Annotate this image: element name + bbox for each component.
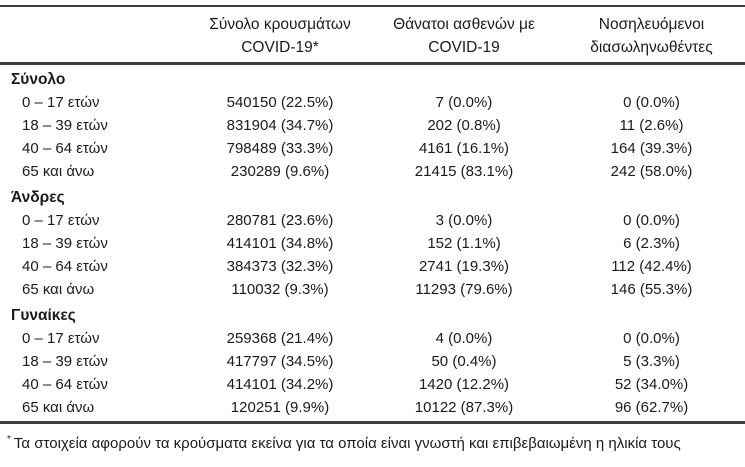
footnote-text: Τα στοιχεία αφορούν τα κρούσματα εκείνα … <box>13 435 681 452</box>
intubated-value: 96 (62.7%) <box>614 399 689 416</box>
table-row: 18 – 39 ετών 414101 (34.8%) 152 (1.1%) 6… <box>0 232 745 255</box>
group-header-women: Γυναίκες <box>0 301 745 327</box>
cases-value: 798489 (33.3%) <box>226 140 334 157</box>
table-row: 40 – 64 ετών 414101 (34.2%) 1420 (12.2%)… <box>0 373 745 396</box>
deaths-value: 21415 (83.1%) <box>414 163 514 180</box>
cases-value: 831904 (34.7%) <box>226 117 334 134</box>
table-row: 65 και άνω 120251 (9.9%) 10122 (87.3%) 9… <box>0 396 745 419</box>
column-header-line: Νοσηλευόμενοι <box>598 16 705 33</box>
cases-value: 417797 (34.5%) <box>226 353 334 370</box>
cases-value: 414101 (34.8%) <box>226 235 334 252</box>
table-header-row: Σύνολο κρουσμάτων COVID-19* Θάνατοι ασθε… <box>0 7 745 62</box>
top-rule <box>0 5 745 7</box>
age-label: 0 – 17 ετών <box>22 94 100 111</box>
intubated-value: 112 (42.4%) <box>611 258 692 275</box>
deaths-value: 152 (1.1%) <box>427 235 501 252</box>
intubated-value: 242 (58.0%) <box>610 163 693 180</box>
table-row: 0 – 17 ετών 280781 (23.6%) 3 (0.0%) 0 (0… <box>0 209 745 232</box>
intubated-value: 164 (39.3%) <box>610 140 693 157</box>
table-row: 40 – 64 ετών 798489 (33.3%) 4161 (16.1%)… <box>0 137 745 160</box>
column-header-deaths: Θάνατοι ασθενών με COVID-19 <box>370 13 558 59</box>
intubated-value: 0 (0.0%) <box>623 212 680 229</box>
footer-divider-rule <box>0 421 745 424</box>
column-header-line: διασωληνωθέντες <box>590 39 713 56</box>
deaths-value: 2741 (19.3%) <box>418 258 510 275</box>
intubated-value: 11 (2.6%) <box>619 117 684 134</box>
cases-value: 384373 (32.3%) <box>226 258 334 275</box>
intubated-value: 6 (2.3%) <box>623 235 680 252</box>
table-row: 0 – 17 ετών 540150 (22.5%) 7 (0.0%) 0 (0… <box>0 91 745 114</box>
group-label: Σύνολο <box>11 71 66 88</box>
column-header-intubated: Νοσηλευόμενοι διασωληνωθέντες <box>558 13 745 59</box>
group-header-men: Άνδρες <box>0 183 745 209</box>
intubated-value: 0 (0.0%) <box>623 94 680 111</box>
deaths-value: 4161 (16.1%) <box>418 140 510 157</box>
group-label: Άνδρες <box>11 189 65 206</box>
column-header-line: COVID-19* <box>241 39 319 56</box>
table-row: 40 – 64 ετών 384373 (32.3%) 2741 (19.3%)… <box>0 255 745 278</box>
deaths-value: 50 (0.4%) <box>431 353 497 370</box>
deaths-value: 202 (0.8%) <box>427 117 501 134</box>
age-label: 65 και άνω <box>22 163 95 180</box>
table-row: 18 – 39 ετών 417797 (34.5%) 50 (0.4%) 5 … <box>0 350 745 373</box>
intubated-value: 5 (3.3%) <box>623 353 680 370</box>
age-label: 18 – 39 ετών <box>22 235 108 252</box>
column-header-cases: Σύνολο κρουσμάτων COVID-19* <box>190 13 370 59</box>
table-row: 0 – 17 ετών 259368 (21.4%) 4 (0.0%) 0 (0… <box>0 327 745 350</box>
group-header-total: Σύνολο <box>0 65 745 91</box>
deaths-value: 1420 (12.2%) <box>418 376 510 393</box>
age-label: 0 – 17 ετών <box>22 330 100 347</box>
header-divider-rule <box>0 62 745 65</box>
footnote: * Τα στοιχεία αφορούν τα κρούσματα εκείνα… <box>0 424 745 454</box>
intubated-value: 52 (34.0%) <box>614 376 689 393</box>
group-label: Γυναίκες <box>11 307 76 324</box>
age-label: 40 – 64 ετών <box>22 376 108 393</box>
cases-value: 259368 (21.4%) <box>226 330 334 347</box>
deaths-value: 10122 (87.3%) <box>414 399 514 416</box>
column-header-line: Σύνολο κρουσμάτων <box>209 16 351 33</box>
age-label: 40 – 64 ετών <box>22 140 108 157</box>
cases-value: 110032 (9.3%) <box>231 281 329 298</box>
table-row: 18 – 39 ετών 831904 (34.7%) 202 (0.8%) 1… <box>0 114 745 137</box>
age-label: 18 – 39 ετών <box>22 117 108 134</box>
footnote-marker: * <box>7 434 11 445</box>
column-header-line: Θάνατοι ασθενών με <box>393 16 535 33</box>
age-label: 40 – 64 ετών <box>22 258 108 275</box>
cases-value: 540150 (22.5%) <box>226 94 334 111</box>
deaths-value: 3 (0.0%) <box>435 212 493 229</box>
age-label: 18 – 39 ετών <box>22 353 108 370</box>
cases-value: 280781 (23.6%) <box>226 212 334 229</box>
age-label: 0 – 17 ετών <box>22 212 100 229</box>
table-row: 65 και άνω 110032 (9.3%) 11293 (79.6%) 1… <box>0 278 745 301</box>
deaths-value: 4 (0.0%) <box>435 330 493 347</box>
deaths-value: 7 (0.0%) <box>435 94 493 111</box>
cases-value: 414101 (34.2%) <box>226 376 334 393</box>
cases-value: 120251 (9.9%) <box>230 399 330 416</box>
table-row: 65 και άνω 230289 (9.6%) 21415 (83.1%) 2… <box>0 160 745 183</box>
intubated-value: 0 (0.0%) <box>623 330 680 347</box>
deaths-value: 11293 (79.6%) <box>415 281 513 298</box>
age-label: 65 και άνω <box>22 281 95 298</box>
age-label: 65 και άνω <box>22 399 95 416</box>
intubated-value: 146 (55.3%) <box>610 281 693 298</box>
column-header-line: COVID-19 <box>428 39 500 56</box>
cases-value: 230289 (9.6%) <box>230 163 330 180</box>
